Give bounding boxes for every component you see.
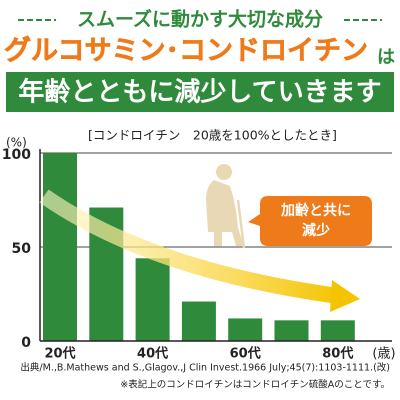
annotation-bubble	[248, 196, 372, 246]
x-tick-label: 60代	[230, 346, 261, 362]
elderly-silhouette	[206, 164, 246, 249]
silhouette-head	[216, 164, 232, 180]
annotation-text: 加齢と共に	[280, 202, 351, 219]
x-axis-label: (歳)	[372, 347, 395, 362]
annotation-text: 減少	[302, 222, 330, 239]
bar	[135, 258, 170, 341]
y-tick-label: 50	[12, 241, 32, 257]
bar	[274, 320, 309, 341]
trend-arrow	[39, 189, 340, 304]
bar	[43, 153, 77, 341]
subtitle: 年齢とともに減少していきます	[18, 77, 381, 108]
heading: スムーズに動かす大切な成分	[77, 8, 323, 31]
y-tick-label: 0	[21, 335, 31, 351]
bar	[320, 320, 355, 341]
chart-title: グルコサミン･コンドロイチン	[4, 35, 368, 67]
x-tick-label: 80代	[322, 346, 353, 362]
silhouette-body	[206, 180, 244, 246]
chart-note: [コンドロイチン 20歳を100%としたとき]	[88, 128, 337, 143]
footnote: 出典/M.,B.Mathews and S.,Glagov.,J Clin In…	[20, 362, 390, 374]
x-tick-label: 20代	[44, 346, 75, 362]
title-suffix: は	[377, 47, 395, 68]
plot: 0 50 100 20代 40代 60代 80代	[2, 147, 392, 362]
bubble-shape	[248, 196, 372, 246]
footnote: ※表記上のコンドロイチンはコンドロイチン硫酸Aのことです。	[120, 379, 390, 391]
silhouette-cane	[236, 199, 246, 249]
x-tick-label: 40代	[137, 346, 168, 362]
bar	[228, 318, 263, 341]
bar	[181, 301, 216, 341]
trend-arrowhead	[330, 280, 360, 312]
y-axis-label: (%)	[6, 136, 27, 150]
subtitle-band	[6, 72, 394, 112]
y-tick-label: 100	[2, 147, 31, 163]
